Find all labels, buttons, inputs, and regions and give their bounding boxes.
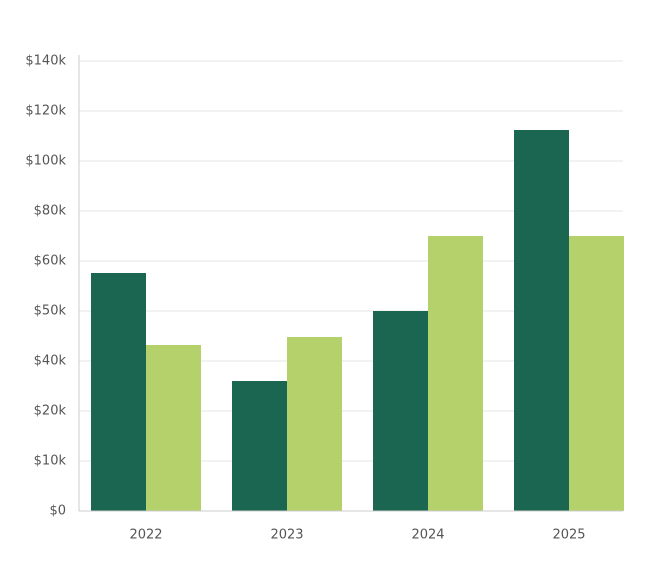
y-tick-label: $0 [49,504,66,519]
y-tick-label: $20k [34,404,67,419]
x-tick-label: 2024 [411,528,444,543]
y-tick-label: $100k [25,154,66,169]
bar [373,311,428,511]
bar [428,236,483,511]
y-tick-label: $120k [25,104,66,119]
bar [91,273,146,511]
x-tick-label: 2023 [270,528,303,543]
y-tick-label: $40k [34,354,67,369]
bar [232,381,287,511]
y-tick-label: $60k [34,254,67,269]
x-tick-label: 2025 [552,528,585,543]
bar [146,345,201,511]
y-tick-label: $10k [34,454,67,469]
bar [514,130,569,511]
x-tick-label: 2022 [129,528,162,543]
y-tick-label: $80k [34,204,67,219]
bar [287,337,342,511]
y-tick-label: $50k [34,304,67,319]
bar [569,236,624,511]
y-tick-label: $140k [25,54,66,69]
